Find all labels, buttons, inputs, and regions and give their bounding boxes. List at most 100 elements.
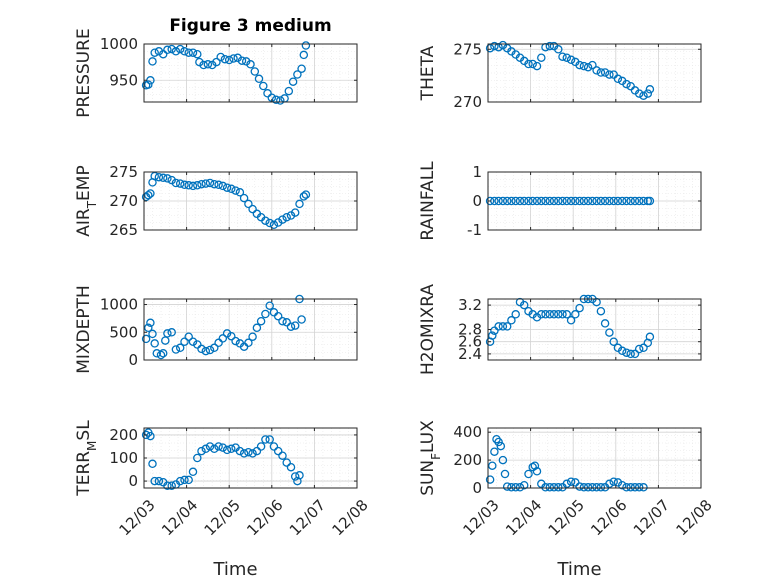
data-point <box>605 328 614 337</box>
y-axis-label: H2OMIXRA <box>418 284 438 375</box>
data-point <box>246 60 255 69</box>
x-tick-label: 12/06 <box>587 496 630 539</box>
data-point <box>231 186 240 195</box>
data-point <box>566 196 576 206</box>
data-point <box>188 181 198 191</box>
data-point <box>485 196 495 206</box>
data-point <box>488 331 497 340</box>
data-point <box>554 483 563 492</box>
data-point <box>175 179 185 188</box>
data-point <box>207 60 217 70</box>
data-point <box>528 59 537 69</box>
data-point <box>146 431 155 441</box>
x-tick-label: 12/07 <box>286 496 329 539</box>
data-point <box>617 196 627 206</box>
data-point <box>562 196 572 206</box>
x-tick-label: 12/04 <box>158 496 201 539</box>
data-point <box>229 54 238 63</box>
data-point <box>286 462 296 472</box>
data-point <box>167 328 176 337</box>
data-point <box>148 329 157 339</box>
data-point <box>227 331 236 341</box>
data-point <box>634 483 644 492</box>
data-point <box>605 196 614 206</box>
data-point <box>235 188 245 197</box>
data-point <box>175 44 185 54</box>
data-point <box>634 196 644 206</box>
data-point <box>496 441 506 451</box>
data-point <box>167 481 176 490</box>
y-tick-label: 270 <box>109 192 138 210</box>
data-point <box>485 475 495 484</box>
data-point <box>150 48 159 57</box>
data-point <box>494 437 503 447</box>
y-tick-label: 275 <box>453 40 482 58</box>
data-point <box>167 44 176 54</box>
data-point <box>605 70 614 79</box>
data-point <box>180 337 189 346</box>
data-point <box>600 68 610 77</box>
data-point <box>605 479 614 489</box>
x-axis-label: Time <box>556 559 601 580</box>
data-point <box>244 199 253 209</box>
data-point <box>562 310 572 319</box>
subplot-6: 2.42.62.8 3.2 H2OMIXRA <box>418 284 702 375</box>
data-point <box>566 55 576 65</box>
data-point <box>596 483 606 492</box>
data-point <box>265 218 274 228</box>
x-tick-label: 12/03 <box>115 496 158 539</box>
data-point <box>286 322 296 331</box>
data-point <box>596 196 606 206</box>
y-tick-label: 2.4 <box>458 345 482 363</box>
data-point <box>146 318 155 328</box>
data-point <box>295 199 304 209</box>
data-point <box>519 196 529 206</box>
data-point <box>498 455 508 465</box>
data-point <box>218 181 228 191</box>
data-point <box>494 196 503 206</box>
axes-box <box>143 298 358 361</box>
y-tick-label: 265 <box>109 221 138 239</box>
data-point <box>231 336 240 346</box>
data-point <box>617 346 627 356</box>
data-point <box>558 196 567 206</box>
data-point <box>222 183 232 192</box>
data-point <box>261 309 270 319</box>
data-point <box>537 53 546 62</box>
data-point <box>222 329 232 338</box>
plot-area <box>488 428 701 488</box>
data-point <box>167 175 176 185</box>
y-tick-label: 270 <box>453 93 482 111</box>
data-point <box>197 446 206 456</box>
data-point <box>575 60 584 70</box>
data-point <box>562 479 572 489</box>
data-point <box>144 323 153 333</box>
data-point <box>201 444 211 454</box>
data-point <box>511 483 520 492</box>
data-point <box>498 322 508 331</box>
data-point <box>575 303 584 313</box>
subplot-1: 950 1000 PRESSURE Figure 3 medium <box>74 16 358 118</box>
chart-title: Figure 3 medium <box>169 16 331 36</box>
data-point <box>248 204 257 214</box>
data-point <box>193 340 202 349</box>
data-point <box>583 483 593 492</box>
data-point <box>259 81 268 91</box>
data-point <box>265 301 274 310</box>
data-point <box>141 334 151 344</box>
data-point <box>545 310 555 319</box>
data-point <box>571 478 580 487</box>
data-point <box>156 350 166 360</box>
data-point <box>545 483 555 492</box>
data-point <box>617 480 627 490</box>
data-point <box>643 89 653 98</box>
data-point <box>500 469 510 479</box>
data-point <box>613 196 623 206</box>
data-point <box>195 57 204 67</box>
y-axis-label: PRESSURE <box>74 28 94 117</box>
data-point <box>639 483 648 492</box>
data-point <box>210 444 219 454</box>
data-point <box>261 435 270 444</box>
data-point <box>596 306 606 316</box>
data-point <box>549 196 559 206</box>
